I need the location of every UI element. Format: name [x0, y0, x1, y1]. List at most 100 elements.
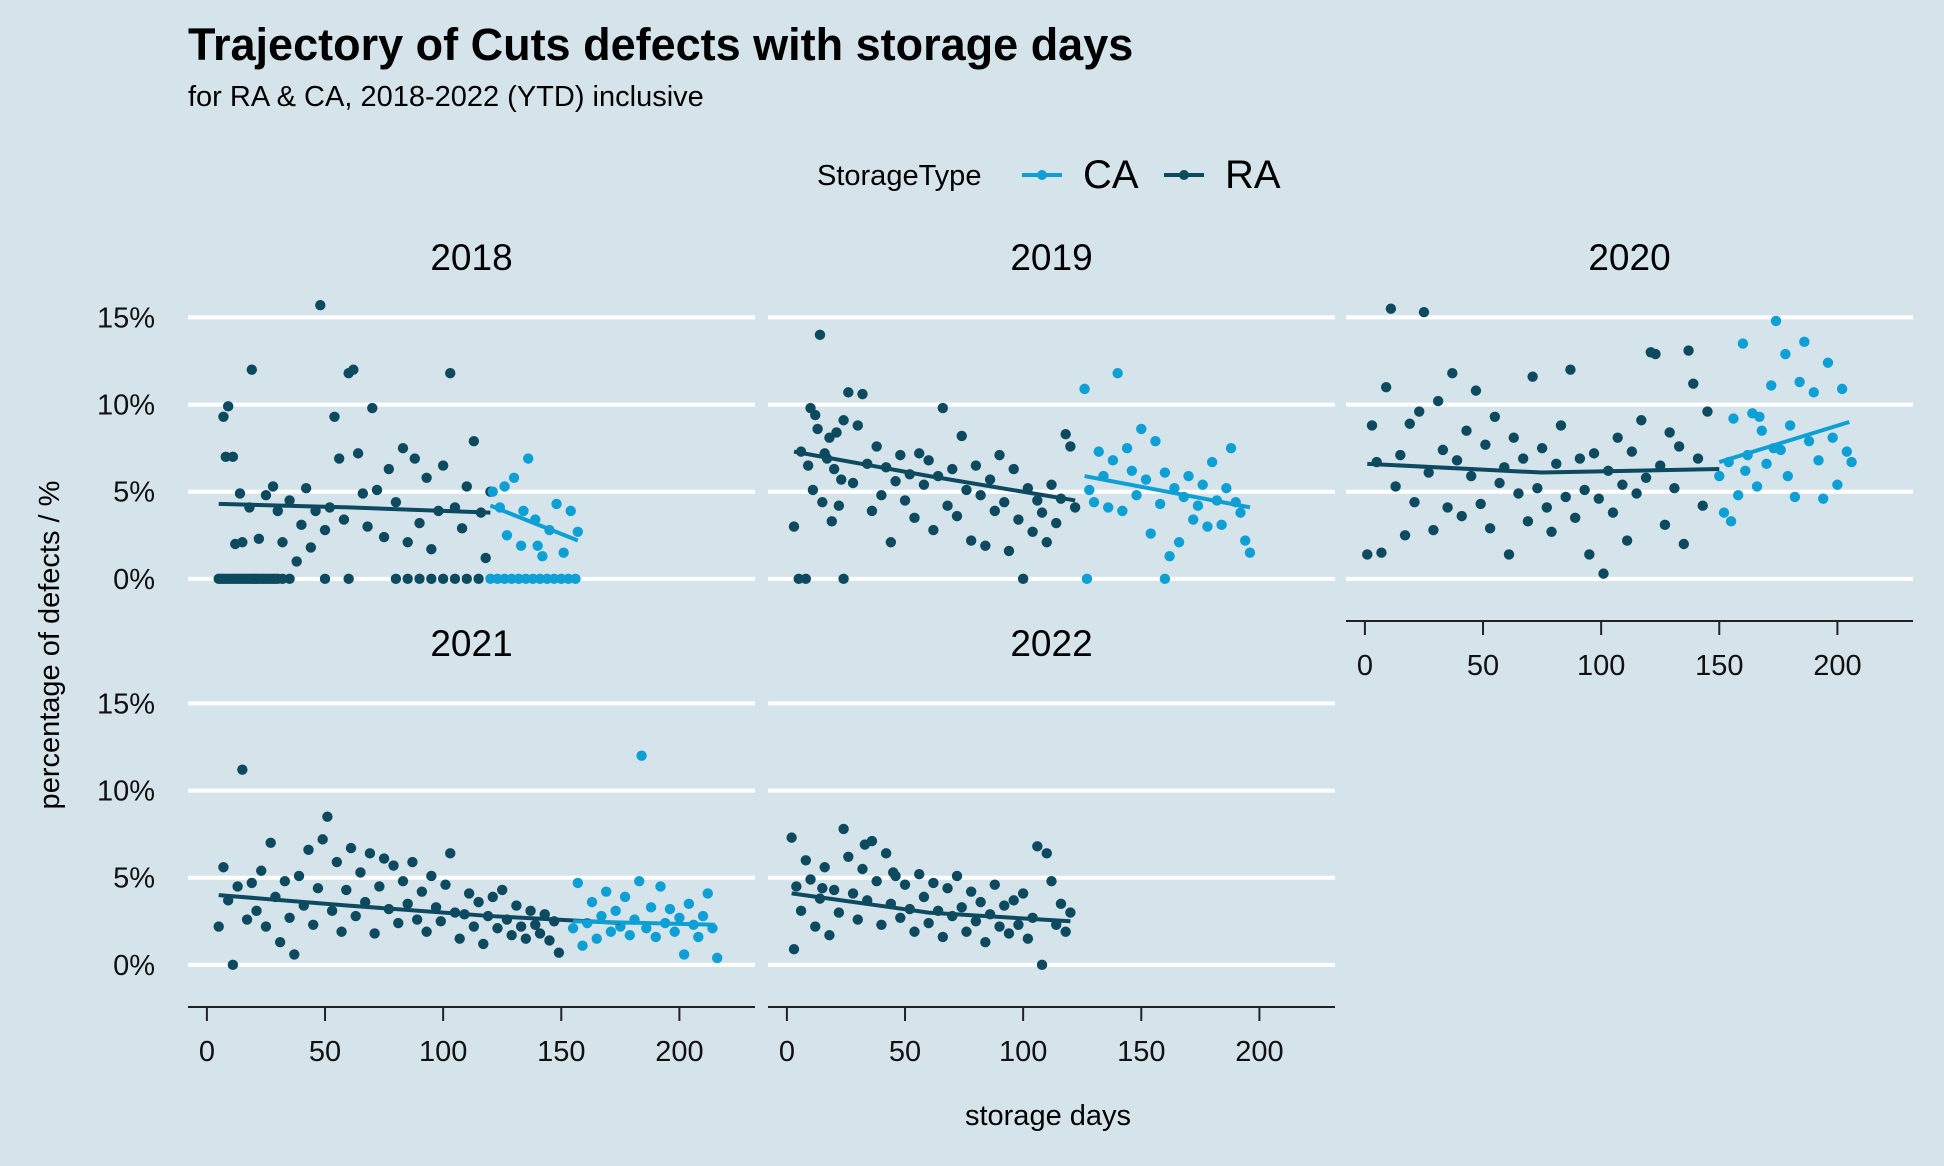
data-point-ra — [348, 364, 359, 375]
data-point-ra — [970, 460, 982, 471]
data-point-ra — [336, 926, 347, 937]
data-point-ra — [440, 879, 451, 890]
data-point-ra — [1376, 547, 1387, 558]
data-point-ra — [390, 573, 402, 585]
data-point-ra — [1418, 307, 1430, 318]
data-point-ra — [260, 921, 272, 932]
data-point-ra — [965, 886, 977, 897]
data-point-ra — [1013, 514, 1024, 525]
data-point-ra — [303, 844, 314, 856]
data-point-ra — [895, 912, 906, 923]
data-point-ca — [565, 505, 576, 517]
x-axis-title: storage days — [965, 1100, 1131, 1132]
legend-key-ra — [1164, 170, 1204, 180]
data-point-ra — [1513, 488, 1524, 499]
data-point-ra — [449, 573, 461, 585]
data-point-ra — [1041, 848, 1052, 859]
data-point-ra — [866, 505, 878, 517]
data-point-ra — [888, 867, 899, 878]
data-point-ra — [367, 402, 378, 414]
data-point-ra — [857, 388, 868, 400]
data-point-ra — [312, 882, 324, 894]
data-point-ra — [1432, 395, 1444, 407]
data-point-ca — [1183, 470, 1194, 482]
data-point-ca — [1188, 514, 1199, 525]
data-point-ra — [843, 387, 854, 398]
y-tick-label: 10% — [97, 776, 155, 808]
data-point-ra — [343, 573, 354, 585]
data-point-ra — [1683, 345, 1694, 356]
data-point-ra — [923, 455, 934, 466]
data-point-ca — [1754, 411, 1765, 422]
data-point-ca — [1244, 547, 1256, 558]
data-point-ra — [461, 573, 472, 585]
data-point-ra — [1380, 381, 1392, 393]
x-tick-label: 200 — [1235, 1036, 1283, 1068]
data-point-ca — [1728, 413, 1739, 424]
data-point-ra — [421, 926, 432, 937]
data-point-ra — [795, 905, 807, 917]
data-point-ra — [364, 848, 376, 859]
data-point-ra — [1517, 453, 1529, 464]
data-point-ra — [468, 435, 480, 447]
data-point-ca — [636, 750, 647, 761]
data-point-ra — [1574, 453, 1586, 464]
trend-line-ca — [489, 503, 579, 543]
data-point-ca — [487, 486, 498, 497]
data-point-ca — [1136, 423, 1147, 435]
data-point-ca — [610, 905, 621, 917]
data-point-ra — [1017, 573, 1029, 585]
data-point-ca — [645, 902, 657, 913]
data-point-ca — [1240, 535, 1251, 546]
data-point-ra — [289, 949, 300, 960]
data-point-ca — [1808, 387, 1819, 398]
data-point-ra — [876, 919, 887, 930]
data-point-ca — [499, 481, 510, 492]
data-point-ca — [1846, 456, 1857, 468]
data-point-ra — [828, 463, 840, 475]
data-point-ca — [1794, 376, 1805, 388]
data-point-ra — [1003, 928, 1015, 939]
data-point-ra — [836, 474, 847, 485]
data-point-ra — [788, 943, 800, 955]
data-point-ra — [802, 460, 814, 471]
data-point-ra — [1404, 418, 1415, 429]
data-point-ra — [1051, 517, 1062, 529]
data-point-ca — [1732, 490, 1744, 501]
data-point-ra — [909, 512, 920, 524]
data-point-ca — [1221, 483, 1232, 494]
data-point-ca — [567, 923, 579, 934]
data-point-ra — [1617, 479, 1628, 490]
data-point-ca — [712, 952, 723, 964]
data-point-ra — [374, 881, 385, 892]
data-point-ra — [256, 865, 267, 876]
data-point-ca — [1813, 455, 1824, 466]
trend-line-ra — [793, 449, 1076, 503]
data-point-ra — [824, 432, 835, 443]
data-point-ra — [232, 881, 243, 892]
data-point-ra — [378, 853, 390, 864]
data-point-ra — [334, 453, 345, 464]
data-point-ra — [1390, 481, 1401, 492]
data-point-ra — [975, 896, 986, 908]
x-tick-label: 100 — [1577, 650, 1625, 682]
data-point-ra — [357, 488, 369, 499]
y-tick-label: 0% — [113, 564, 155, 596]
x-tick-label: 0 — [779, 1036, 795, 1068]
data-point-ra — [1008, 895, 1019, 906]
data-point-ra — [1461, 425, 1472, 436]
data-point-ca — [532, 540, 543, 551]
data-point-ra — [1065, 907, 1076, 918]
data-point-ra — [857, 863, 868, 875]
data-point-ra — [426, 544, 437, 555]
data-point-ra — [1395, 449, 1406, 461]
facet-panel-2018: 2018 0% 5% 10% 15% — [97, 237, 755, 596]
data-point-ra — [371, 484, 383, 496]
data-point-ca — [1145, 528, 1156, 539]
data-point-ca — [664, 903, 676, 915]
data-point-ca — [558, 547, 569, 558]
data-point-ra — [1612, 432, 1623, 443]
data-point-ra — [1008, 463, 1019, 475]
legend: StorageType CA RA — [817, 153, 1281, 197]
data-point-ra — [241, 914, 253, 925]
